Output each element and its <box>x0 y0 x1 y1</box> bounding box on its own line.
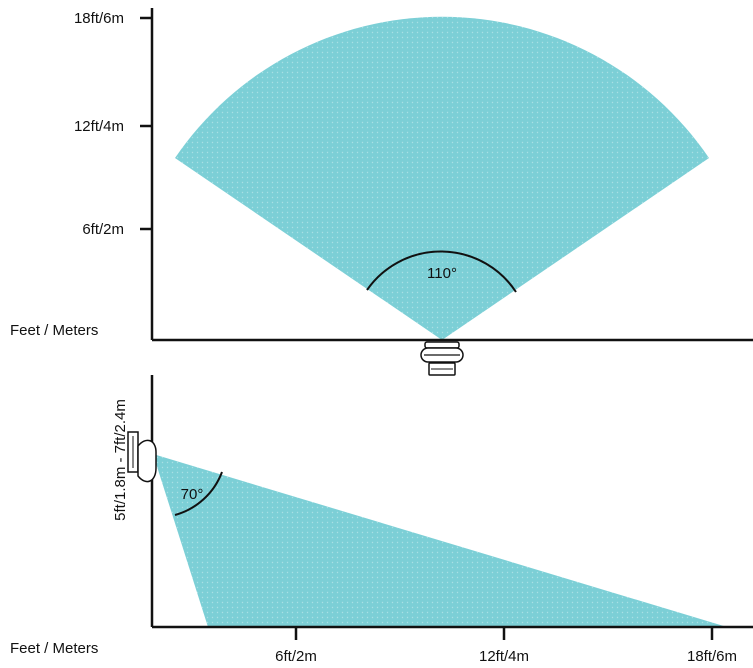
side-y-axis-title: 5ft/1.8m - 7ft/2.4m <box>112 399 129 521</box>
top-angle-label: 110° <box>427 265 457 282</box>
ceiling-sensor-icon <box>420 341 464 376</box>
side-angle-label: 70° <box>181 486 204 503</box>
top-angle-arc <box>366 250 517 293</box>
side-angle-arc <box>174 471 223 516</box>
top-view-panel: 18ft/6m 12ft/4m 6ft/2m Feet / Meters 110… <box>10 8 753 376</box>
top-y-tick-label: 18ft/6m <box>74 10 124 27</box>
top-y-tick-label: 6ft/2m <box>82 221 124 238</box>
top-axis-title: Feet / Meters <box>10 322 98 339</box>
side-view-panel: 6ft/2m 12ft/4m 18ft/6m Feet / Meters 5ft… <box>10 375 753 665</box>
side-x-tick-label: 18ft/6m <box>687 648 737 665</box>
wall-sensor-icon <box>127 431 157 483</box>
side-x-axis-title: Feet / Meters <box>10 640 98 657</box>
top-y-tick-label: 12ft/4m <box>74 118 124 135</box>
side-x-tick-label: 6ft/2m <box>275 648 317 665</box>
side-x-tick-label: 12ft/4m <box>479 648 529 665</box>
